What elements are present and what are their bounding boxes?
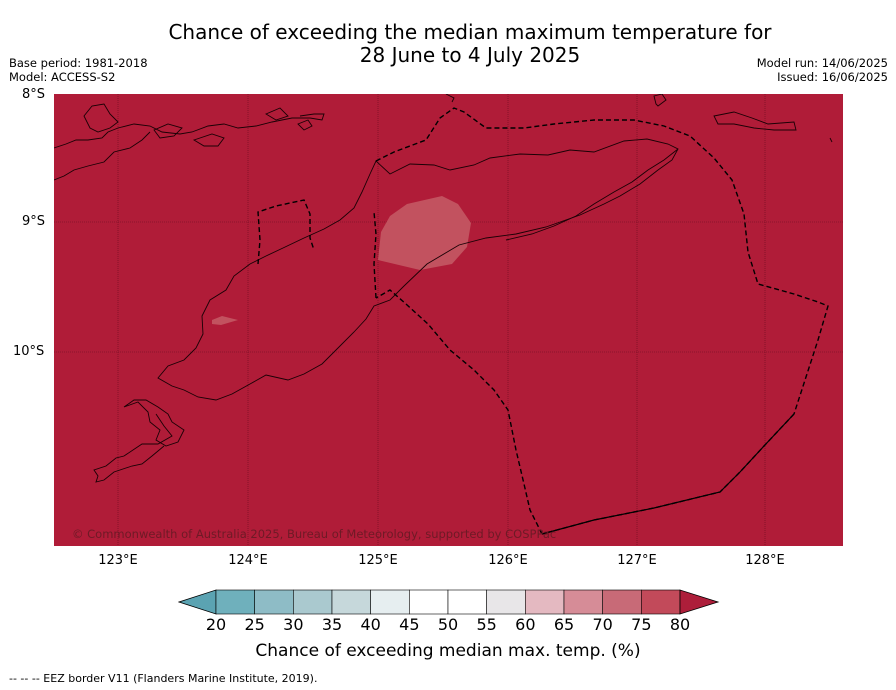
colorbar-tick-label: 35 bbox=[321, 615, 343, 634]
colorbar-bin bbox=[563, 589, 603, 615]
colorbar-tick-label: 55 bbox=[476, 615, 497, 634]
colorbar-bin bbox=[409, 589, 449, 615]
lat-label-9s: 9°S bbox=[22, 214, 46, 229]
colorbar-tick-label: 75 bbox=[631, 615, 652, 634]
colorbar-tick-label: 40 bbox=[360, 615, 381, 634]
colorbar-arrow-low bbox=[178, 589, 217, 615]
colorbar-bin bbox=[293, 589, 333, 615]
map-title-line2: 28 June to 4 July 2025 bbox=[359, 43, 581, 67]
lon-label-125e: 125°E bbox=[358, 553, 398, 568]
colorbar-arrow-high bbox=[679, 589, 720, 615]
lat-label-8s: 8°S bbox=[22, 87, 46, 102]
lon-label-126e: 126°E bbox=[488, 553, 528, 568]
meta-right: Model run: 14/06/2025 Issued: 16/06/2025 bbox=[757, 56, 888, 84]
colorbar-tick-label: 65 bbox=[553, 615, 575, 634]
colorbar-bin bbox=[254, 589, 294, 615]
map-background bbox=[54, 94, 843, 546]
colorbar-tick-label: 70 bbox=[592, 615, 613, 634]
model-run-text: Model run: 14/06/2025 bbox=[756, 56, 888, 70]
copyright-text: © Commonwealth of Australia 2025, Bureau… bbox=[72, 527, 557, 541]
colorbar-tick-label: 80 bbox=[669, 615, 691, 634]
colorbar-tick-label: 45 bbox=[399, 615, 420, 634]
small-patch bbox=[212, 316, 238, 325]
lon-label-123e: 123°E bbox=[98, 553, 138, 568]
colorbar-label: Chance of exceeding median max. temp. (%… bbox=[255, 641, 641, 661]
model-text: Model: ACCESS-S2 bbox=[9, 70, 116, 84]
lon-label-128e: 128°E bbox=[745, 553, 785, 568]
lon-label-127e: 127°E bbox=[617, 553, 657, 568]
eez-border-solid bbox=[541, 413, 795, 535]
colorbar-tick-label: 50 bbox=[437, 615, 459, 634]
colorbar-bin bbox=[641, 589, 681, 615]
colorbar-bin bbox=[525, 589, 565, 615]
lat-label-10s: 10°S bbox=[13, 344, 45, 359]
meta-left: Base period: 1981-2018 Model: ACCESS-S2 bbox=[9, 56, 148, 84]
coastline bbox=[54, 94, 833, 483]
colorbar-bin bbox=[602, 589, 642, 615]
colorbar-bin bbox=[215, 589, 255, 615]
colorbar-tick-label: 20 bbox=[205, 615, 227, 634]
issued-text: Issued: 16/06/2025 bbox=[777, 70, 888, 84]
colorbar bbox=[178, 589, 720, 615]
colorbar-bin bbox=[447, 589, 487, 615]
colorbar-tick-label: 60 bbox=[515, 615, 536, 634]
colorbar-bin bbox=[486, 589, 526, 615]
colorbar-bin bbox=[331, 589, 371, 615]
footer-eez-note: -- -- -- EEZ border V11 (Flanders Marine… bbox=[9, 672, 318, 685]
colorbar-bin bbox=[370, 589, 410, 615]
colorbar-tick-label: 30 bbox=[283, 615, 304, 634]
map-title-line1: Chance of exceeding the median maximum t… bbox=[168, 20, 772, 44]
map-panel bbox=[54, 94, 843, 546]
lon-label-124e: 124°E bbox=[228, 553, 268, 568]
colorbar-tick-label: 25 bbox=[244, 615, 265, 634]
base-period-text: Base period: 1981-2018 bbox=[9, 56, 148, 70]
